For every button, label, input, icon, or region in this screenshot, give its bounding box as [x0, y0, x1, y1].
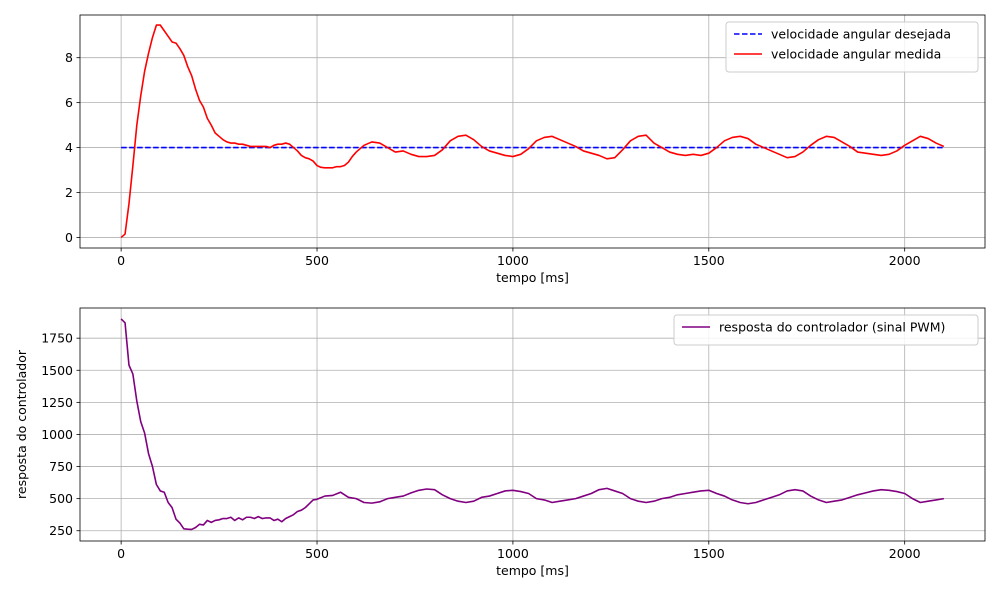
y-tick-label: 1000 — [41, 427, 73, 442]
legend-entry: resposta do controlador (sinal PWM) — [719, 320, 945, 335]
x-tick-label: 500 — [305, 546, 329, 561]
y-tick-label: 1250 — [41, 395, 73, 410]
x-tick-label: 1000 — [497, 253, 529, 268]
legend-box — [725, 21, 979, 73]
y-axis-label: resposta do controlador — [14, 349, 29, 499]
x-tick-label: 500 — [305, 253, 329, 268]
x-tick-label: 1000 — [497, 546, 529, 561]
x-axis-label: tempo [ms] — [496, 270, 569, 285]
x-tick-label: 0 — [117, 253, 125, 268]
x-tick-label: 1500 — [693, 546, 725, 561]
bottom-chart-controller-response: 0 500 1000 1500 2000 250 500 750 1000 1250 1500 175… — [14, 307, 986, 578]
x-tick-label: 2000 — [889, 546, 921, 561]
legend-box — [673, 314, 979, 346]
x-tick-label: 0 — [117, 546, 125, 561]
top-chart-velocity: 0 500 1000 1500 2000 0 2 4 6 8 tempo [ms] velocidad… — [65, 14, 986, 285]
legend-entry: velocidade angular desejada — [771, 27, 951, 42]
series-line-velocidade-angular-medida — [120, 24, 945, 239]
y-tick-label: 500 — [49, 491, 73, 506]
legend: velocidade angular desejada velocidade an… — [725, 21, 979, 73]
plot-frame — [79, 14, 986, 249]
y-tick-label: 2 — [65, 185, 73, 200]
plot-frame — [79, 307, 986, 542]
y-tick-label: 250 — [49, 523, 73, 538]
y-tick-label: 6 — [65, 95, 73, 110]
y-tick-label: 8 — [65, 50, 73, 65]
legend-entry: velocidade angular medida — [771, 47, 941, 62]
y-tick-label: 1750 — [41, 331, 73, 346]
x-axis-label: tempo [ms] — [496, 563, 569, 578]
x-tick-label: 1500 — [693, 253, 725, 268]
series-line-resposta-do-controlador-sinal-pwm- — [120, 318, 944, 531]
y-tick-label: 1500 — [41, 363, 73, 378]
x-tick-label: 2000 — [889, 253, 921, 268]
y-tick-label: 4 — [65, 140, 73, 155]
y-tick-label: 750 — [49, 459, 73, 474]
y-tick-label: 0 — [65, 230, 73, 245]
legend: resposta do controlador (sinal PWM) — [673, 314, 979, 346]
